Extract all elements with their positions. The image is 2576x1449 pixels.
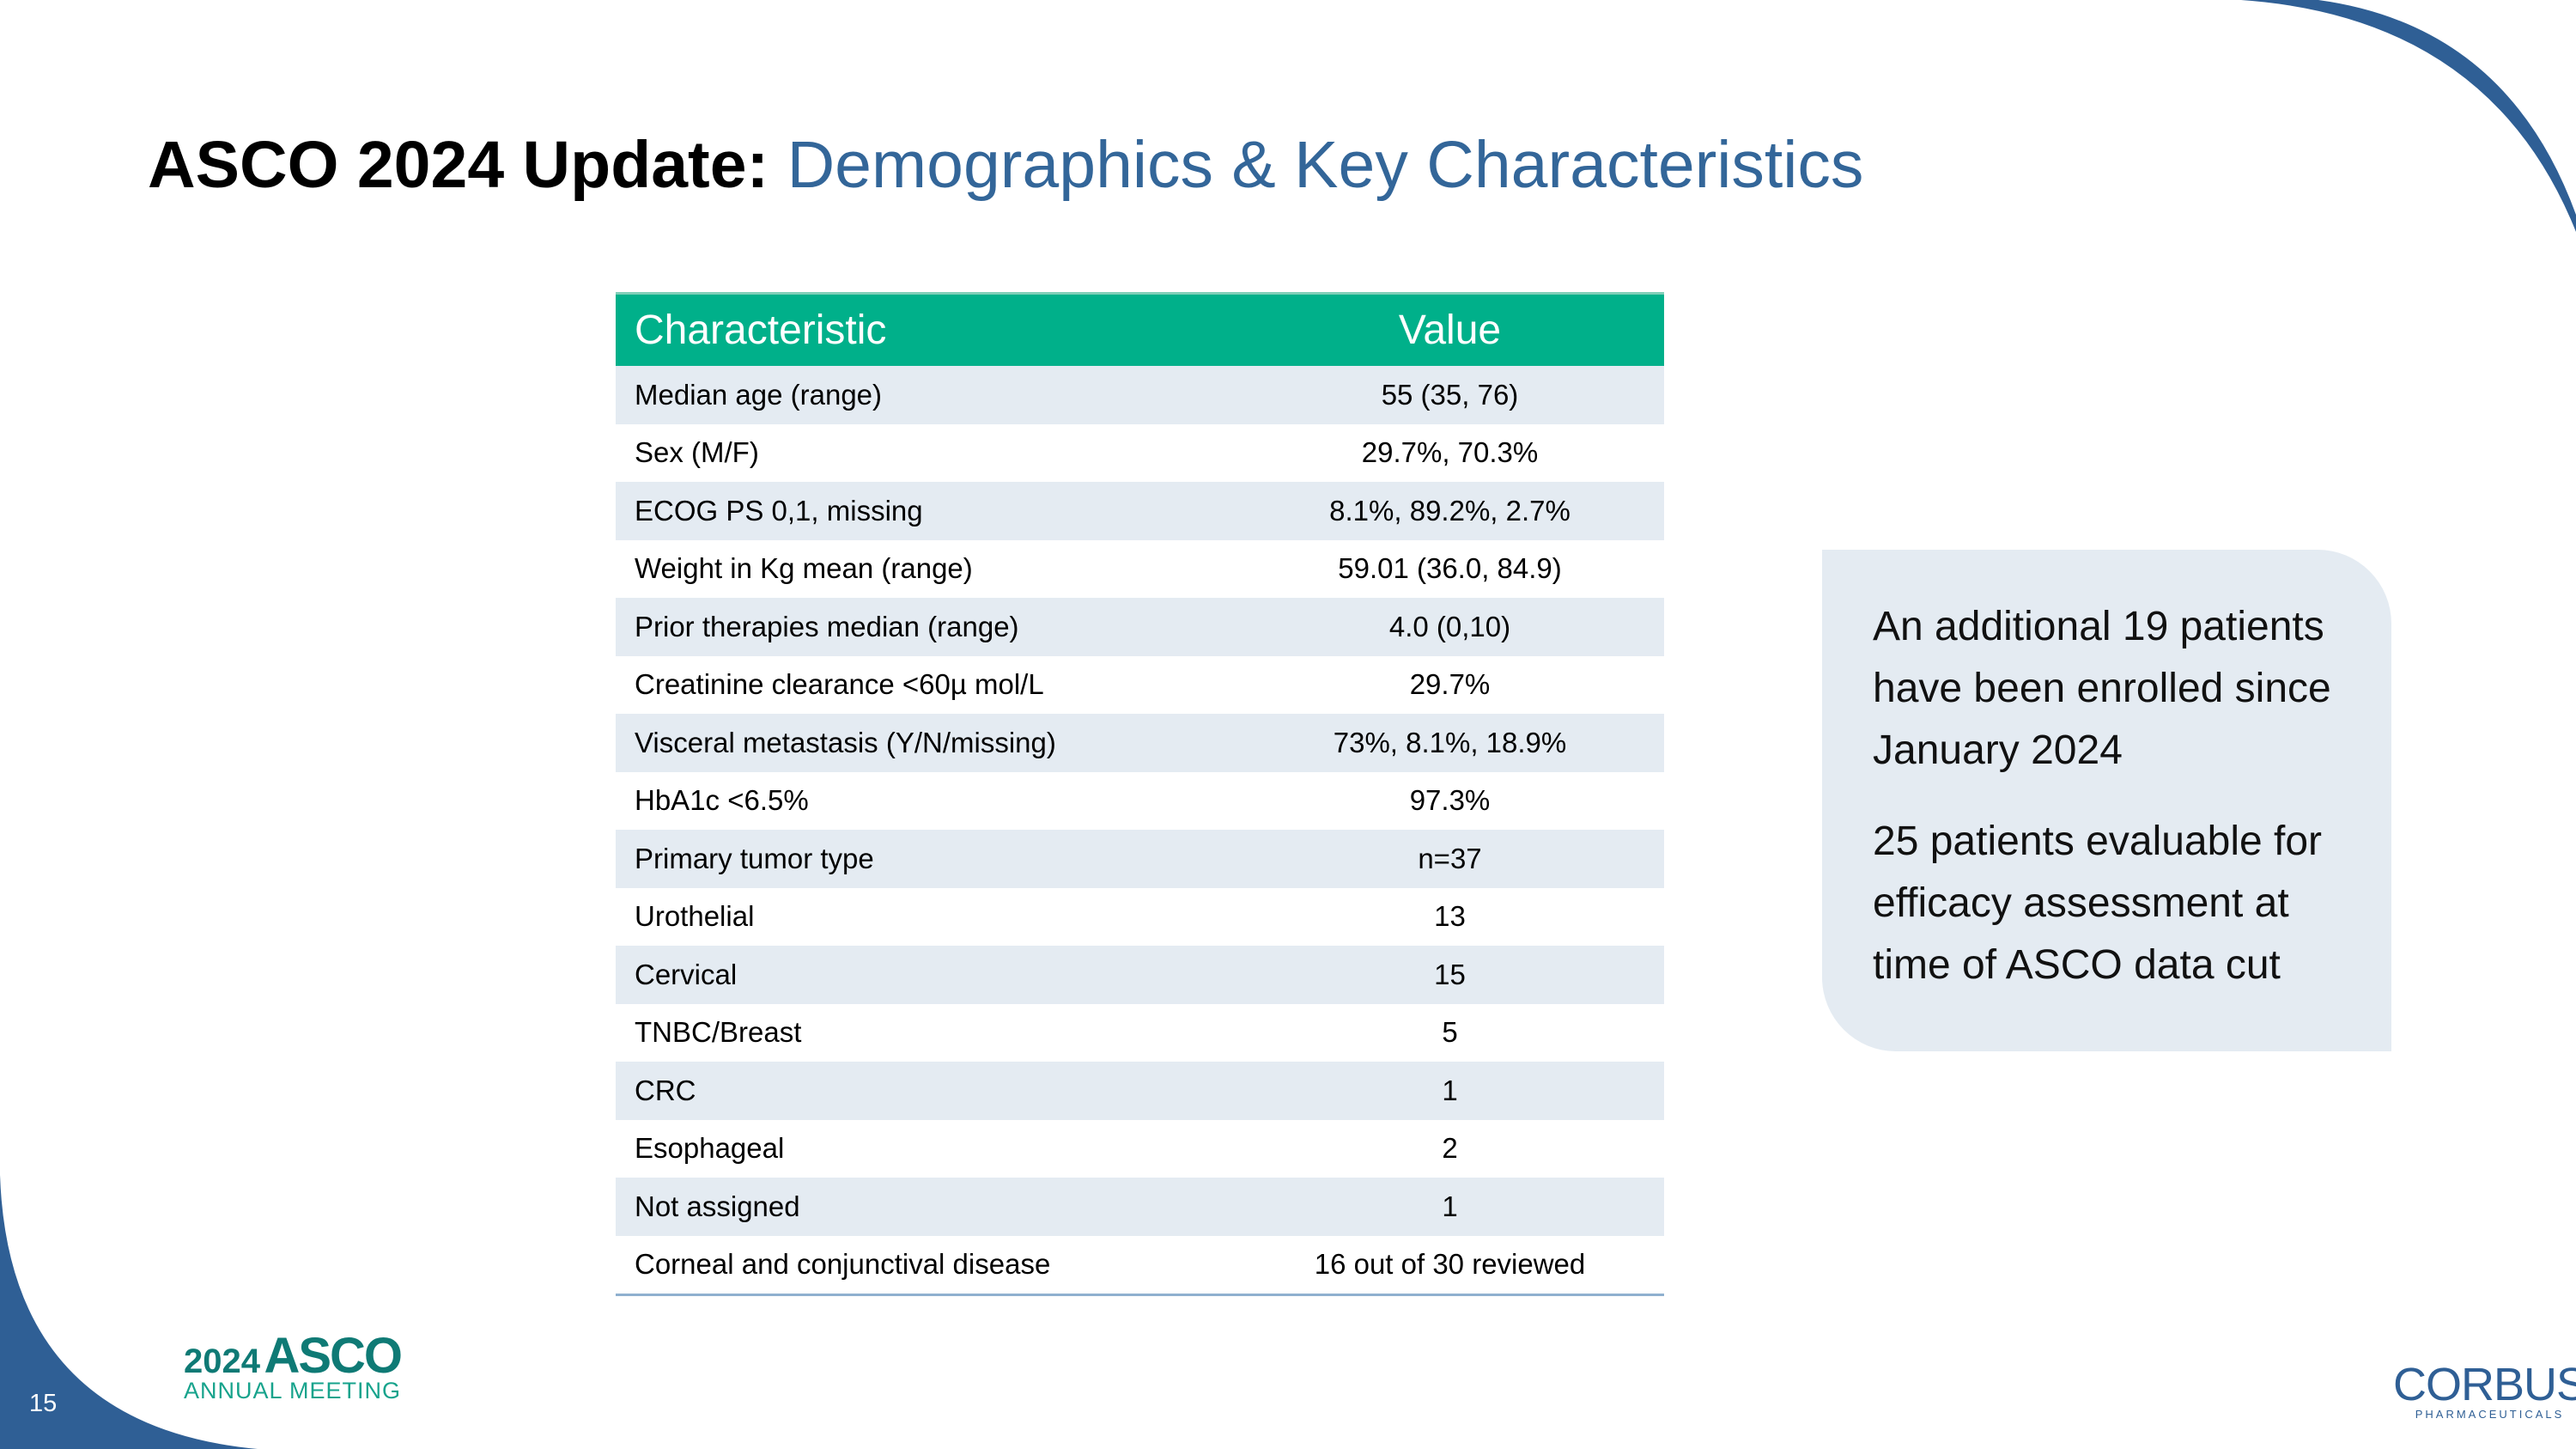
row-value: 1 — [1236, 1178, 1664, 1236]
row-label: Esophageal — [635, 1132, 785, 1165]
row-value: 16 out of 30 reviewed — [1236, 1235, 1664, 1296]
row-value: 2 — [1442, 1132, 1458, 1165]
corner-arc — [2241, 0, 2576, 232]
row-label: ECOG PS 0,1, missing — [616, 482, 1236, 540]
row-value: 29.7%, 70.3% — [1361, 436, 1539, 469]
table-row: Median age (range) 55 (35, 76) — [616, 366, 1664, 424]
table: Characteristic Value Median age (range) 5… — [616, 292, 1664, 1296]
company-name: CORBUS — [2393, 1359, 2576, 1410]
table-row: Esophageal 2 — [616, 1120, 1664, 1178]
row-label: Primary tumor type — [616, 830, 1236, 888]
table-row: HbA1c <6.5% 97.3% — [616, 772, 1664, 831]
row-label: Urothelial — [635, 900, 755, 933]
table-row: Sex (M/F) 29.7%, 70.3% — [616, 424, 1664, 483]
table-row: Not assigned 1 — [616, 1178, 1664, 1236]
row-value: 29.7% — [1409, 668, 1491, 701]
row-label: HbA1c <6.5% — [635, 784, 809, 817]
note-paragraph: 25 patients evaluable for efficacy asses… — [1873, 819, 2323, 988]
table-row: Urothelial 13 — [616, 888, 1664, 947]
row-label: Cervical — [616, 946, 1236, 1004]
row-label: Sex (M/F) — [635, 436, 759, 469]
table-body: Median age (range) 55 (35, 76) Sex (M/F) 29… — [616, 366, 1664, 1296]
row-value: n=37 — [1236, 830, 1664, 888]
row-value: 73%, 8.1%, 18.9% — [1236, 714, 1664, 772]
table-row: ECOG PS 0,1, missing 8.1%, 89.2%, 2.7% — [616, 482, 1664, 540]
title-rest: Demographics & Key Characteristics — [787, 128, 1864, 202]
note-box: An additional 19 patients have been enro… — [1822, 550, 2391, 1051]
corner-shape — [0, 1175, 258, 1449]
company-logo: CORBUS PHARMACEUTICALS — [2393, 1361, 2576, 1421]
table-row: TNBC/Breast 5 — [616, 1004, 1664, 1062]
row-value: 97.3% — [1409, 784, 1491, 817]
row-label: Not assigned — [616, 1178, 1236, 1236]
row-value: 8.1%, 89.2%, 2.7% — [1236, 482, 1664, 540]
row-value: 13 — [1434, 900, 1466, 933]
page-number: 15 — [29, 1390, 58, 1417]
row-value: 4.0 (0,10) — [1236, 598, 1664, 656]
row-value: 5 — [1442, 1016, 1458, 1049]
table-row: Cervical 15 — [616, 946, 1664, 1004]
table-row: Prior therapies median (range) 4.0 (0,10) — [616, 598, 1664, 656]
logo-name: ASCO — [264, 1328, 403, 1384]
row-label: Prior therapies median (range) — [616, 598, 1236, 656]
table-row: Primary tumor type n=37 — [616, 830, 1664, 888]
company-sub: PHARMACEUTICALS — [2415, 1408, 2565, 1421]
table-row: CRC 1 — [616, 1062, 1664, 1120]
row-label: CRC — [616, 1062, 1236, 1120]
table-row: Visceral metastasis (Y/N/missing) 73%, 8.… — [616, 714, 1664, 772]
row-value: 55 (35, 76) — [1236, 366, 1664, 424]
table-row: Weight in Kg mean (range) 59.01 (36.0, 84… — [616, 540, 1664, 599]
row-label: Corneal and conjunctival disease — [616, 1235, 1236, 1296]
row-label: Creatinine clearance <60µ mol/L — [635, 668, 1044, 701]
title: ASCO 2024 Update: Demographics & Key Cha… — [148, 127, 1863, 204]
logo-year: 2024 — [184, 1342, 260, 1380]
asco-logo: 2024 ASCO ANNUAL MEETING — [184, 1327, 403, 1404]
row-value: 1 — [1236, 1062, 1664, 1120]
row-label: Median age (range) — [616, 366, 1236, 424]
header-row: Characteristic Value — [616, 292, 1664, 366]
table-row: Creatinine clearance <60µ mol/L 29.7% — [616, 656, 1664, 715]
note-paragraph: An additional 19 patients have been enro… — [1873, 604, 2331, 773]
row-label: Visceral metastasis (Y/N/missing) — [616, 714, 1236, 772]
row-label: Weight in Kg mean (range) — [635, 552, 973, 585]
logo-sub: ANNUAL MEETING — [184, 1378, 402, 1403]
column-header: Characteristic — [616, 292, 1236, 366]
column-header: Value — [1236, 292, 1664, 366]
table-row: Corneal and conjunctival disease 16 out o… — [616, 1235, 1664, 1296]
row-value: 59.01 (36.0, 84.9) — [1338, 552, 1562, 585]
row-label: TNBC/Breast — [635, 1016, 802, 1049]
title-bold: ASCO 2024 Update: — [148, 128, 769, 202]
row-value: 15 — [1236, 946, 1664, 1004]
